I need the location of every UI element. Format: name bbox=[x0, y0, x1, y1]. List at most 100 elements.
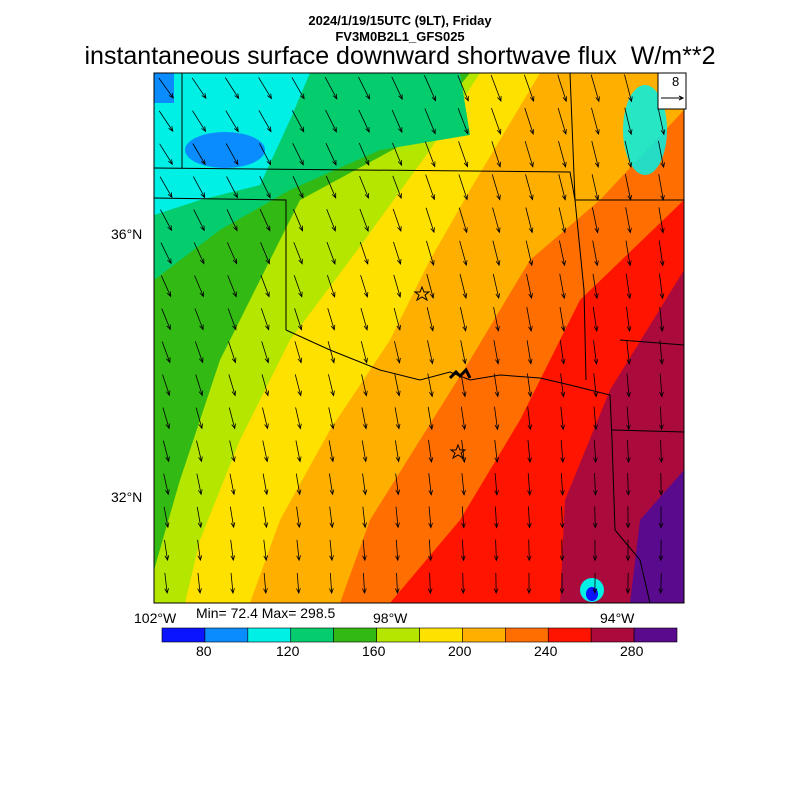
wind-vector bbox=[326, 241, 336, 265]
wind-vector bbox=[261, 341, 270, 364]
wind-vector bbox=[193, 242, 205, 265]
wind-vector bbox=[493, 373, 500, 398]
wind-vector bbox=[558, 174, 567, 201]
wind-vector bbox=[228, 407, 236, 430]
wind-vector bbox=[227, 308, 237, 331]
wind-vector bbox=[194, 341, 204, 364]
wind-vector bbox=[659, 373, 664, 398]
wind-vector bbox=[258, 77, 272, 100]
wind-vector bbox=[425, 207, 435, 234]
wind-vector bbox=[524, 74, 535, 103]
wind-vector bbox=[526, 572, 532, 595]
wind-vector bbox=[226, 176, 238, 199]
wind-vector bbox=[262, 407, 269, 430]
wind-vector bbox=[491, 174, 501, 201]
wind-vector bbox=[329, 572, 334, 595]
colorbar-tick-label: 200 bbox=[448, 643, 472, 659]
wind-vector bbox=[324, 76, 338, 100]
wind-vector bbox=[326, 275, 336, 298]
colorbar-swatch bbox=[547, 627, 592, 643]
wind-vector bbox=[227, 275, 237, 298]
wind-vector bbox=[358, 76, 371, 100]
wind-vector bbox=[260, 275, 270, 298]
wind-vector bbox=[359, 208, 369, 232]
wind-vector bbox=[261, 374, 269, 397]
wind-vector bbox=[560, 406, 566, 431]
wind-vector bbox=[163, 506, 170, 529]
wind-vector bbox=[625, 273, 632, 300]
wind-vector bbox=[296, 506, 302, 529]
wind-vector bbox=[493, 340, 500, 365]
wind-vector bbox=[457, 108, 469, 135]
wind-vector bbox=[458, 141, 469, 168]
wind-vector bbox=[263, 506, 269, 529]
wind-vector bbox=[527, 473, 532, 496]
wind-vector bbox=[358, 142, 370, 166]
wind-vector bbox=[262, 473, 269, 496]
wind-vector bbox=[592, 473, 598, 496]
wind-vector bbox=[193, 209, 205, 232]
model-title: FV3M0B2L1_GFS025 bbox=[335, 29, 465, 44]
band-80-100-patch bbox=[185, 132, 265, 168]
wind-vector bbox=[158, 110, 174, 132]
wind-vector bbox=[460, 340, 467, 365]
wind-vector bbox=[658, 439, 664, 464]
state-borders bbox=[154, 73, 684, 603]
wind-vector bbox=[558, 140, 567, 168]
wind-vector bbox=[591, 140, 600, 168]
wind-vector bbox=[160, 242, 172, 265]
wind-vector bbox=[560, 439, 565, 464]
wind-vector bbox=[229, 506, 236, 529]
wind-vector bbox=[424, 75, 437, 102]
variable-title: instantaneous surface downward shortwave… bbox=[84, 42, 617, 70]
wind-vector bbox=[625, 207, 632, 234]
wind-vector bbox=[225, 143, 239, 166]
wind-vector bbox=[625, 572, 631, 595]
colorbar-swatch bbox=[419, 627, 463, 643]
wind-vector bbox=[526, 273, 533, 300]
wind-vector bbox=[197, 539, 203, 562]
wind-vector bbox=[428, 539, 433, 562]
wind-vector bbox=[328, 440, 335, 463]
wind-vector bbox=[328, 374, 335, 397]
wind-vector bbox=[427, 340, 434, 365]
wind-vector bbox=[657, 107, 666, 136]
wind-vector bbox=[494, 473, 499, 496]
wind-vector bbox=[296, 572, 301, 595]
wind-vector bbox=[260, 242, 270, 265]
colorbar-tick-label: 120 bbox=[276, 643, 300, 659]
cloud-patch-ne bbox=[623, 85, 667, 175]
wind-vector bbox=[325, 142, 337, 166]
wind-vector bbox=[395, 473, 401, 496]
wind-vector bbox=[658, 539, 664, 562]
wind-vector bbox=[557, 74, 568, 103]
wind-vector bbox=[360, 341, 368, 364]
wind-vector bbox=[592, 506, 598, 529]
wind-vector bbox=[426, 240, 435, 267]
units-title: W/m**2 bbox=[630, 42, 716, 70]
wind-vector bbox=[196, 440, 203, 463]
wind-vector bbox=[524, 107, 535, 135]
wind-vector bbox=[592, 240, 599, 267]
wind-vector bbox=[424, 141, 436, 168]
colorbar-tick-label: 240 bbox=[534, 643, 558, 659]
wind-vector bbox=[527, 506, 532, 529]
wind-vector bbox=[459, 240, 468, 267]
wind-vector bbox=[626, 406, 631, 431]
wind-vector bbox=[590, 74, 600, 103]
title-row: instantaneous surface downward shortwave… bbox=[0, 42, 800, 71]
wind-vector bbox=[196, 473, 203, 496]
colorbar-swatch bbox=[161, 627, 206, 643]
wind-vector bbox=[164, 539, 170, 562]
wind-vector bbox=[426, 307, 435, 332]
wind-vector bbox=[163, 473, 170, 496]
wind-vector bbox=[625, 473, 631, 496]
wind-vector bbox=[359, 175, 369, 199]
colorbar-swatch bbox=[247, 627, 292, 643]
wind-vector bbox=[293, 242, 303, 265]
wind-vector bbox=[658, 572, 664, 595]
wind-vector bbox=[459, 307, 467, 332]
lat-label: 32°N bbox=[111, 489, 143, 505]
wind-vector bbox=[230, 539, 236, 562]
